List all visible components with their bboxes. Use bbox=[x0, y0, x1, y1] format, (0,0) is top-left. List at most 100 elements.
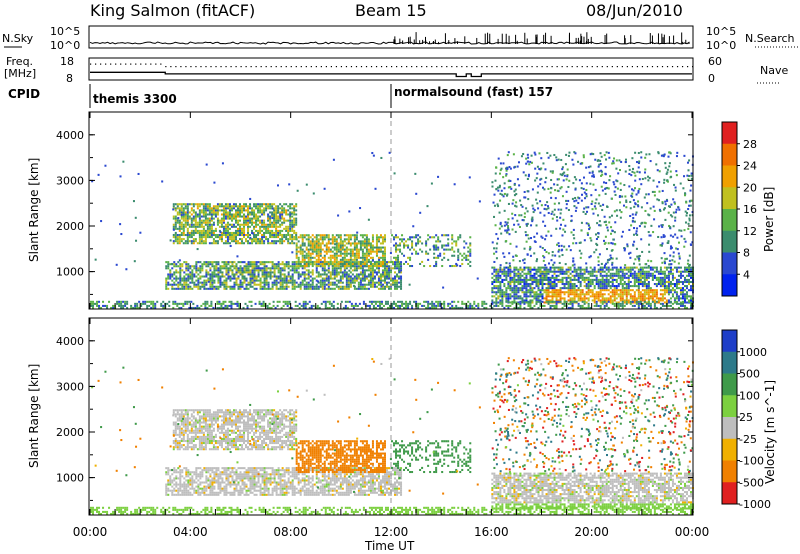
power-cell bbox=[281, 215, 284, 218]
power-cell bbox=[315, 260, 318, 263]
power-cell bbox=[253, 215, 256, 218]
power-cell bbox=[659, 283, 662, 286]
power-cell bbox=[557, 270, 560, 273]
power-cell bbox=[659, 289, 662, 292]
power-cell bbox=[316, 304, 319, 307]
power-cell bbox=[339, 265, 342, 268]
nsky-label: N.Sky bbox=[2, 32, 34, 45]
power-cell bbox=[405, 260, 408, 263]
power-cell bbox=[285, 219, 288, 222]
power-cell bbox=[325, 248, 328, 251]
power-cell bbox=[405, 244, 408, 247]
power-cell bbox=[396, 285, 399, 288]
power-cell bbox=[689, 289, 692, 292]
power-cell bbox=[539, 302, 542, 305]
power-cell bbox=[238, 242, 242, 245]
power-cell bbox=[381, 240, 384, 243]
power-cell bbox=[315, 287, 318, 290]
power-cell bbox=[507, 268, 510, 271]
power-cell bbox=[247, 225, 250, 228]
power-cell bbox=[187, 275, 190, 278]
power-cell bbox=[181, 283, 184, 286]
power-cell bbox=[411, 244, 414, 247]
power-cell bbox=[303, 271, 306, 274]
power-cell bbox=[217, 277, 220, 280]
power-cell bbox=[299, 236, 302, 239]
power-cell bbox=[323, 279, 326, 282]
power-cell bbox=[587, 299, 590, 302]
power-cell bbox=[251, 275, 254, 278]
power-cell bbox=[527, 295, 530, 298]
power-cell bbox=[281, 211, 284, 214]
power-cell bbox=[366, 304, 369, 307]
power-cell bbox=[367, 258, 370, 261]
power-cell bbox=[395, 244, 398, 247]
power-cell bbox=[192, 306, 195, 309]
power-cell bbox=[277, 231, 280, 234]
power-cell bbox=[267, 273, 270, 276]
power-cell bbox=[178, 219, 181, 222]
power-cell bbox=[523, 278, 526, 281]
power-cell bbox=[585, 287, 588, 290]
power-cell bbox=[238, 306, 241, 309]
power-cell bbox=[587, 276, 590, 279]
power-cell bbox=[443, 248, 446, 251]
power-cell bbox=[222, 215, 225, 218]
power-cell bbox=[531, 280, 534, 284]
power-cell bbox=[251, 271, 254, 274]
power-cell bbox=[263, 209, 266, 212]
power-cell bbox=[235, 263, 238, 266]
power-cell bbox=[613, 291, 616, 294]
power-cell bbox=[495, 297, 498, 300]
nave-dot bbox=[656, 66, 659, 68]
power-cell bbox=[365, 287, 368, 290]
power-cell bbox=[219, 277, 222, 280]
power-cell bbox=[551, 291, 554, 294]
power-cell bbox=[377, 248, 380, 251]
power-cell bbox=[357, 254, 360, 257]
power-cell bbox=[495, 274, 498, 277]
power-cell bbox=[587, 289, 590, 292]
power-cell bbox=[337, 250, 340, 253]
power-cell bbox=[394, 285, 397, 288]
power-cell bbox=[581, 300, 584, 303]
power-cell bbox=[244, 302, 247, 305]
power-cell bbox=[437, 256, 440, 259]
power-cell bbox=[337, 246, 340, 249]
power-cell bbox=[315, 254, 318, 257]
power-cell bbox=[599, 304, 602, 307]
power-cell bbox=[609, 299, 612, 302]
power-cell bbox=[313, 260, 316, 263]
power-cell bbox=[253, 263, 256, 266]
power-cell bbox=[507, 272, 510, 275]
power-cell bbox=[217, 275, 220, 278]
power-cell bbox=[311, 273, 314, 276]
power-cell bbox=[212, 211, 215, 214]
power-cell bbox=[443, 234, 446, 237]
power-cell bbox=[581, 304, 584, 307]
power-cell bbox=[265, 283, 268, 286]
power-cell bbox=[227, 269, 230, 272]
power-cell bbox=[685, 270, 688, 273]
power-cell bbox=[227, 263, 230, 266]
power-cell bbox=[425, 240, 428, 243]
power-cell bbox=[363, 246, 366, 249]
power-cell bbox=[255, 238, 258, 241]
power-cell bbox=[214, 227, 217, 230]
power-cell bbox=[400, 283, 403, 286]
power-cell bbox=[175, 263, 178, 266]
power-cell bbox=[347, 277, 350, 280]
nave-dot bbox=[391, 66, 393, 68]
power-cell bbox=[325, 262, 328, 265]
power-cell bbox=[501, 270, 504, 273]
power-cell bbox=[351, 242, 354, 245]
power-cell bbox=[513, 306, 516, 309]
power-cell bbox=[369, 269, 372, 272]
power-cell bbox=[323, 258, 326, 261]
power-cell bbox=[581, 289, 584, 292]
power-cell bbox=[192, 215, 195, 218]
power-cell bbox=[228, 215, 231, 218]
power-cell bbox=[509, 266, 512, 269]
power-cell bbox=[437, 254, 440, 257]
